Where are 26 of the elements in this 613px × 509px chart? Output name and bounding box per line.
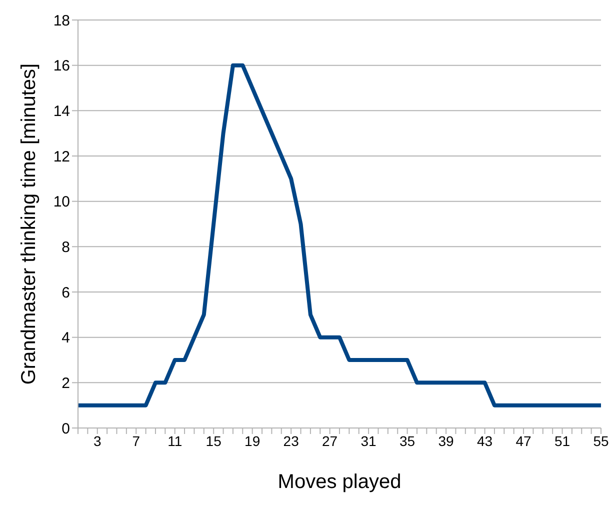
y-tick-label: 12 xyxy=(53,148,70,166)
x-tick-label: 15 xyxy=(206,432,222,449)
y-tick-label: 16 xyxy=(53,58,70,75)
y-tick-label: 10 xyxy=(53,194,70,211)
x-tick-label: 27 xyxy=(322,432,338,449)
y-tick-label: 4 xyxy=(62,330,70,347)
x-tick-label: 43 xyxy=(476,432,493,449)
y-tick-label: 8 xyxy=(62,238,70,256)
y-tick-label: 18 xyxy=(53,12,70,30)
x-tick-label: 23 xyxy=(283,432,300,449)
y-tick-label: 0 xyxy=(62,420,70,438)
x-tick-label: 7 xyxy=(132,432,140,449)
x-tick-label: 35 xyxy=(400,432,416,449)
x-axis-title: Moves played xyxy=(278,471,402,493)
x-tick-label: 51 xyxy=(554,432,570,449)
y-tick-label: 14 xyxy=(53,102,70,120)
x-tick-label: 47 xyxy=(516,432,532,449)
x-tick-label: 11 xyxy=(168,432,182,449)
x-tick-label: 31 xyxy=(360,432,377,449)
x-tick-label: 19 xyxy=(244,432,260,449)
y-tick-label: 6 xyxy=(62,284,70,302)
x-tick-label: 39 xyxy=(438,432,454,449)
x-tick-label: 3 xyxy=(93,432,102,449)
x-tick-label: 55 xyxy=(593,432,609,449)
y-tick-label: 2 xyxy=(62,374,70,392)
y-axis-title: Grandmaster thinking time [minutes] xyxy=(18,63,40,385)
